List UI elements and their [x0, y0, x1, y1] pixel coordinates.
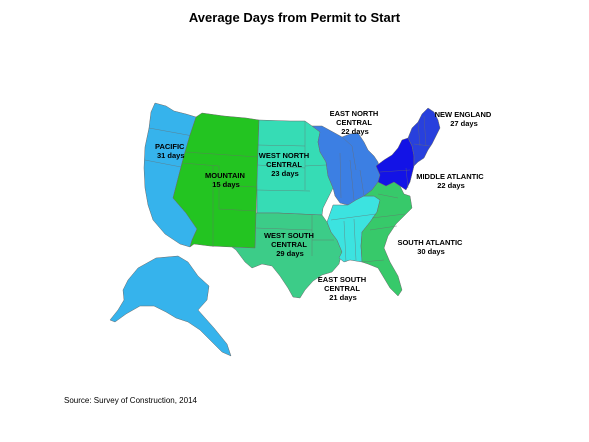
- label-ne-name: NEW ENGLAND: [435, 110, 492, 119]
- label-wnc-name-1: WEST NORTH: [259, 151, 309, 160]
- label-new-england: NEW ENGLAND 27 days: [435, 110, 494, 128]
- label-ma-days: 22 days: [437, 181, 465, 190]
- region-new-england: [407, 107, 441, 167]
- region-shape-new-england: [407, 107, 441, 167]
- label-esc-name-1: EAST SOUTH: [318, 275, 366, 284]
- region-middle-atlantic: [375, 137, 415, 191]
- label-wsc-name-1: WEST SOUTH: [264, 231, 314, 240]
- label-pacific-name: PACIFIC: [155, 142, 185, 151]
- region-shape-mountain: [172, 112, 260, 249]
- region-shape-alaska: [109, 255, 232, 357]
- label-wsc-name-2: CENTRAL: [271, 240, 307, 249]
- label-esc-days: 21 days: [329, 293, 357, 302]
- label-mountain-days: 15 days: [212, 180, 240, 189]
- label-ne-days: 27 days: [450, 119, 478, 128]
- map-title: Average Days from Permit to Start: [188, 10, 401, 25]
- region-mountain: [172, 112, 260, 249]
- region-shape-middle-atlantic: [375, 137, 415, 191]
- label-west-south-central: WEST SOUTH CENTRAL 29 days: [264, 231, 316, 258]
- region-shape-south-atlantic: [360, 181, 413, 297]
- region-pacific: [143, 102, 198, 248]
- label-pacific: PACIFIC 31 days: [155, 142, 187, 160]
- label-mountain-name: MOUNTAIN: [205, 171, 245, 180]
- label-middle-atlantic: MIDDLE ATLANTIC 22 days: [416, 172, 486, 190]
- label-sa-name: SOUTH ATLANTIC: [397, 238, 463, 247]
- label-east-south-central: EAST SOUTH CENTRAL 21 days: [318, 275, 368, 302]
- label-sa-days: 30 days: [417, 247, 445, 256]
- label-wnc-days: 23 days: [271, 169, 299, 178]
- region-south-atlantic: [360, 181, 413, 297]
- label-south-atlantic: SOUTH ATLANTIC 30 days: [397, 238, 464, 256]
- label-mountain: MOUNTAIN 15 days: [205, 171, 247, 189]
- region-pacific-alaska: [109, 255, 232, 357]
- label-ma-name: MIDDLE ATLANTIC: [416, 172, 484, 181]
- label-esc-name-2: CENTRAL: [324, 284, 360, 293]
- label-enc-days: 22 days: [341, 127, 369, 136]
- label-pacific-days: 31 days: [157, 151, 185, 160]
- label-east-north-central: EAST NORTH CENTRAL 22 days: [330, 109, 381, 136]
- label-west-north-central: WEST NORTH CENTRAL 23 days: [259, 151, 312, 178]
- label-enc-name-2: CENTRAL: [336, 118, 372, 127]
- region-labels: PACIFIC 31 days MOUNTAIN 15 days WEST NO…: [155, 109, 494, 302]
- source-note: Source: Survey of Construction, 2014: [64, 396, 197, 405]
- label-enc-name-1: EAST NORTH: [330, 109, 379, 118]
- label-wsc-days: 29 days: [276, 249, 304, 258]
- label-wnc-name-2: CENTRAL: [266, 160, 302, 169]
